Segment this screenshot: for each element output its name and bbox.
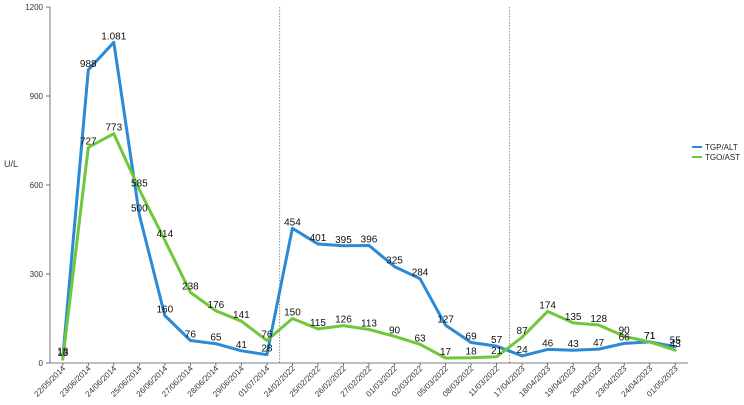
data-label: 160 [156,305,173,316]
data-label: 113 [361,318,377,329]
data-label: 76 [261,329,273,340]
data-label: 71 [644,331,656,342]
data-label: 71 [644,331,656,342]
data-label: 396 [361,235,378,246]
data-label: 76 [185,329,197,340]
data-label: 65 [210,333,222,344]
axes: 0 300 600 900 1200 U/L [4,3,688,368]
data-label: 126 [335,315,352,326]
data-label: 90 [619,325,631,336]
data-label: 135 [565,312,582,323]
data-label: 43 [670,339,682,350]
data-label: 17 [440,347,452,358]
data-label: 284 [412,268,429,279]
data-label: 395 [335,235,352,246]
data-label: 401 [310,233,327,244]
data-label: 41 [236,340,248,351]
data-label: 238 [182,281,199,292]
data-label: 773 [105,123,122,134]
series-lines [61,40,677,361]
data-label: 13 [57,348,69,359]
y-tick-label: 1200 [25,3,43,12]
data-label: 127 [437,314,454,325]
data-label: 46 [542,338,554,349]
data-label: 47 [593,338,605,349]
data-label: 176 [208,300,225,311]
data-label: 55 [670,336,682,347]
data-label: 414 [156,229,173,240]
y-tick-label: 900 [30,92,44,101]
data-label: 90 [389,325,401,336]
data-label: 28 [261,344,273,355]
period-separators [279,7,510,363]
data-label: 87 [517,326,529,337]
data-labels: 18 988 1.081 500 160 76 65 41 28 454 401 395 396 325 2… [57,31,681,359]
data-label: 24 [517,345,529,356]
x-tick-labels: 22/05/201423/06/201424/06/201425/06/2014… [32,363,680,399]
series-line-tgp-alt [61,40,677,360]
y-tick-label: 300 [30,270,44,279]
data-label: 57 [491,335,503,346]
data-label: 727 [80,136,97,147]
data-label: 21 [491,346,503,357]
data-label: 141 [233,310,250,321]
data-label: 988 [80,59,97,70]
series-line-tgo-ast [61,132,677,361]
data-label: 1.081 [101,31,126,42]
data-label: 63 [414,333,426,344]
data-label: 585 [131,178,148,189]
data-label: 454 [284,217,301,228]
data-label: 18 [466,347,478,358]
data-label: 115 [310,318,326,329]
y-tick-label: 600 [30,181,44,190]
data-label: 66 [619,332,631,343]
y-tick-label: 0 [39,359,44,368]
data-label: 150 [284,308,301,319]
legend-label: TGP/ALT [705,143,738,152]
y-axis-title: U/L [4,159,18,169]
data-label: 325 [386,256,403,267]
legend-label: TGO/AST [705,153,740,162]
data-label: 500 [131,204,148,215]
data-label: 174 [539,300,556,311]
data-label: 43 [568,339,580,350]
data-label: 128 [590,314,607,325]
data-label: 18 [57,347,69,358]
data-label: 69 [466,332,478,343]
